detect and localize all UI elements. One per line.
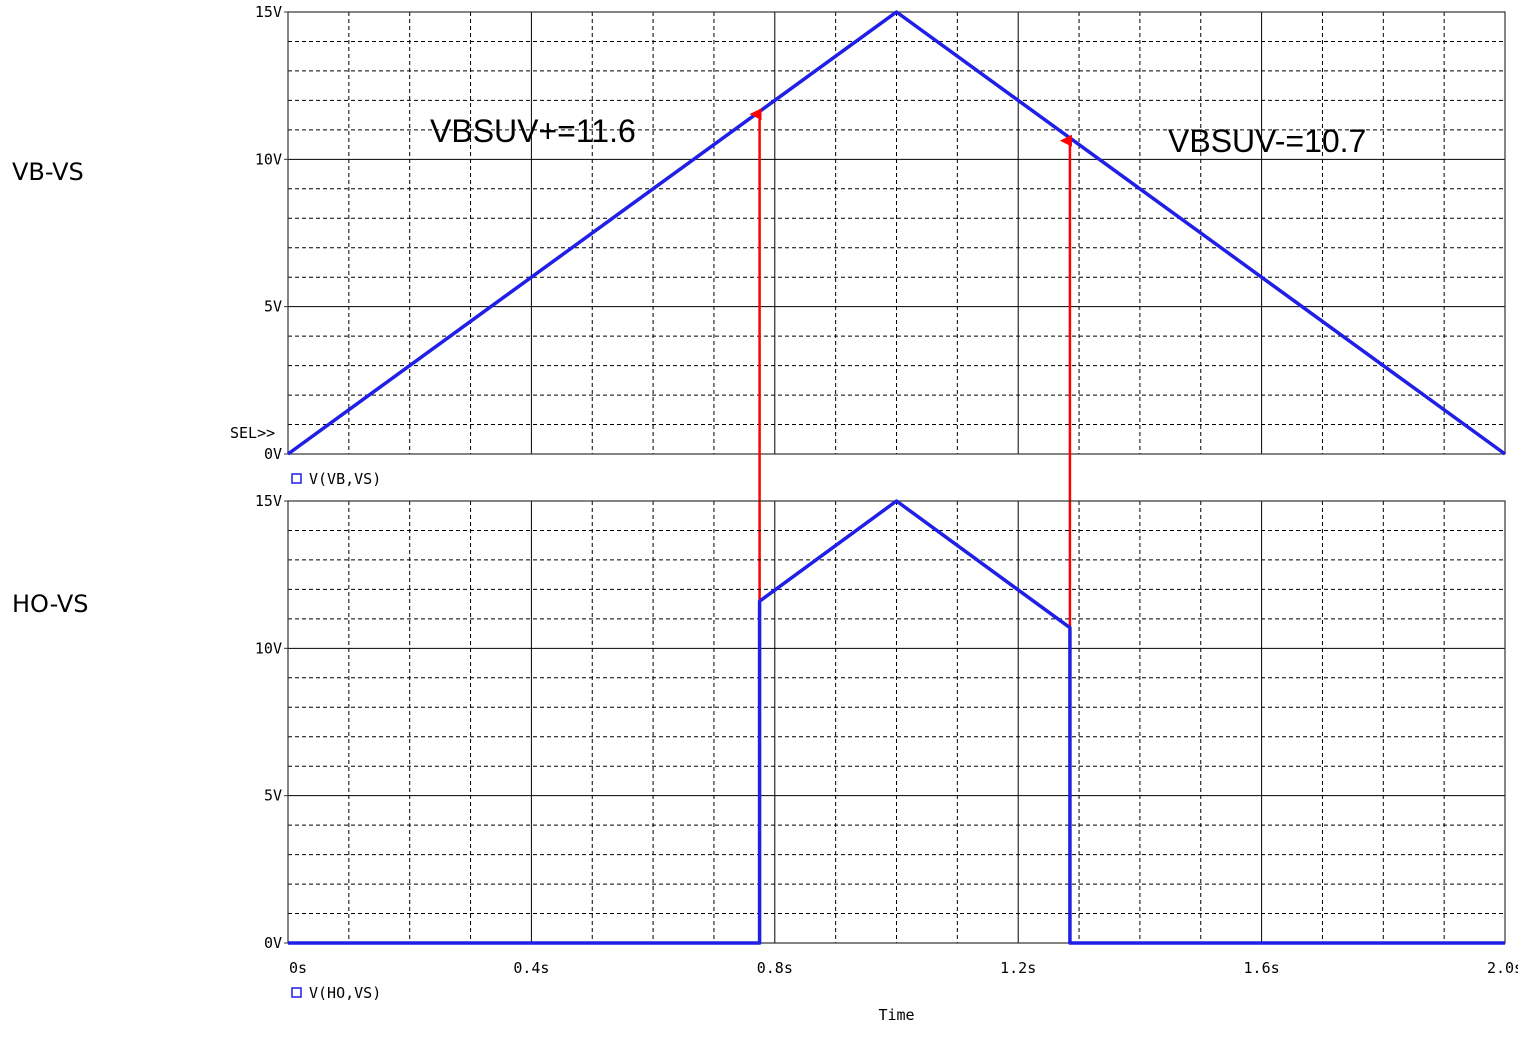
x-tick-label: 1.6s [1244, 959, 1280, 977]
x-tick-label: 0.8s [757, 959, 793, 977]
series-line-v-ho-vs [288, 499, 1505, 945]
legend-marker [291, 473, 302, 484]
x-tick-label: 1.2s [1000, 959, 1036, 977]
y-tick-label: 5V [264, 787, 282, 805]
series-line-v-vb-vs [286, 10, 1507, 456]
bottom-panel-side-label: HO-VS [12, 590, 89, 618]
y-tick-label: 0V [264, 934, 282, 952]
x-tick-label: 0.4s [513, 959, 549, 977]
y-tick-label: 0V [264, 445, 282, 463]
legend-entry: V(HO,VS) [309, 984, 381, 1002]
y-tick-label: 10V [255, 639, 282, 657]
y-tick-label: 10V [255, 150, 282, 168]
x-tick-label: 2.0s [1487, 959, 1518, 977]
x-tick-label: 0s [289, 959, 307, 977]
sel-marker: SEL>> [230, 424, 275, 442]
threshold-annotation: VBSUV-=10.7 [1168, 123, 1366, 159]
threshold-annotation: VBSUV+=11.6 [430, 113, 636, 149]
y-tick-label: 5V [264, 298, 282, 316]
y-tick-label: 15V [255, 492, 282, 510]
top-panel-side-label: VB-VS [12, 158, 84, 186]
x-axis-label: Time [878, 1006, 914, 1024]
top-panel: 0V 5V 10V 15V V(VB,VS) SEL>> VBSUV+=11.6 VBSUV-… [230, 3, 1507, 628]
legend-marker [291, 987, 302, 998]
bottom-panel: 0V 5V 10V 15V 0s 0.4s 0.8s 1.2s 1.6s 2.0s Time V(HO… [255, 492, 1518, 1024]
legend-entry: V(VB,VS) [309, 470, 381, 488]
y-tick-label: 15V [255, 3, 282, 21]
